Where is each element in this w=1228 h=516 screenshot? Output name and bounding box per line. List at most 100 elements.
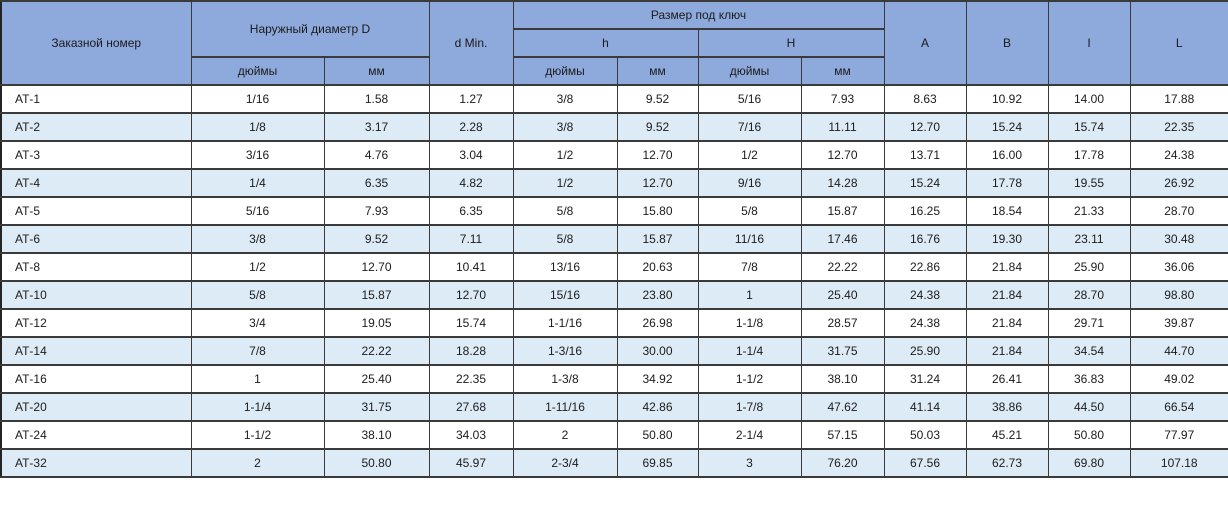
header-col-b: B bbox=[965, 0, 1049, 86]
value-cell: 1-1/16 bbox=[512, 308, 618, 338]
order-number-cell: АТ-6 bbox=[0, 224, 192, 254]
header-h-small-mm: мм bbox=[616, 56, 699, 86]
value-cell: 15/16 bbox=[512, 280, 618, 310]
order-number-cell: АТ-20 bbox=[0, 392, 192, 422]
value-cell: 24.38 bbox=[883, 308, 967, 338]
value-cell: 1/2 bbox=[697, 140, 802, 170]
order-number-cell: АТ-3 bbox=[0, 140, 192, 170]
value-cell: 15.87 bbox=[800, 196, 885, 226]
value-cell: 17.78 bbox=[965, 168, 1049, 198]
value-cell: 38.10 bbox=[323, 420, 430, 450]
value-cell: 2 bbox=[190, 448, 325, 478]
value-cell: 25.40 bbox=[323, 364, 430, 394]
value-cell: 25.40 bbox=[800, 280, 885, 310]
value-cell: 50.80 bbox=[323, 448, 430, 478]
value-cell: 42.86 bbox=[616, 392, 699, 422]
value-cell: 1.27 bbox=[428, 84, 514, 114]
value-cell: 1/4 bbox=[190, 168, 325, 198]
value-cell: 22.86 bbox=[883, 252, 967, 282]
table-row: АТ-4 1/4 6.35 4.82 1/2 12.70 9/16 14.28 15.24 17.… bbox=[0, 168, 1228, 198]
value-cell: 17.88 bbox=[1129, 84, 1228, 114]
value-cell: 44.70 bbox=[1129, 336, 1228, 366]
value-cell: 3.04 bbox=[428, 140, 514, 170]
value-cell: 5/8 bbox=[697, 196, 802, 226]
value-cell: 7/8 bbox=[697, 252, 802, 282]
header-order-number: Заказной номер bbox=[0, 0, 192, 86]
header-d-min: d Min. bbox=[428, 0, 514, 86]
value-cell: 22.35 bbox=[428, 364, 514, 394]
value-cell: 12.70 bbox=[616, 140, 699, 170]
table-row: АТ-24 1-1/2 38.10 34.03 2 50.80 2-1/4 57.15 50.0… bbox=[0, 420, 1228, 450]
table-header: Заказной номер Наружный диаметр D d Min.… bbox=[0, 0, 1228, 86]
header-h-big-mm: мм bbox=[800, 56, 885, 86]
order-number-cell: АТ-5 bbox=[0, 196, 192, 226]
value-cell: 19.05 bbox=[323, 308, 430, 338]
value-cell: 18.28 bbox=[428, 336, 514, 366]
value-cell: 24.38 bbox=[883, 280, 967, 310]
table-row: АТ-20 1-1/4 31.75 27.68 1-11/16 42.86 1-7/8 47.… bbox=[0, 392, 1228, 422]
value-cell: 30.00 bbox=[616, 336, 699, 366]
header-h-big-inches: дюймы bbox=[697, 56, 802, 86]
value-cell: 67.56 bbox=[883, 448, 967, 478]
value-cell: 21.84 bbox=[965, 280, 1049, 310]
value-cell: 23.11 bbox=[1047, 224, 1131, 254]
header-col-i: I bbox=[1047, 0, 1131, 86]
value-cell: 7/8 bbox=[190, 336, 325, 366]
value-cell: 5/16 bbox=[190, 196, 325, 226]
value-cell: 7.93 bbox=[323, 196, 430, 226]
value-cell: 34.92 bbox=[616, 364, 699, 394]
value-cell: 30.48 bbox=[1129, 224, 1228, 254]
order-number-cell: АТ-12 bbox=[0, 308, 192, 338]
value-cell: 12.70 bbox=[800, 140, 885, 170]
value-cell: 2-3/4 bbox=[512, 448, 618, 478]
table-row: АТ-10 5/8 15.87 12.70 15/16 23.80 1 25.40 24.38 2… bbox=[0, 280, 1228, 310]
header-col-l: L bbox=[1129, 0, 1228, 86]
value-cell: 15.87 bbox=[323, 280, 430, 310]
value-cell: 1/2 bbox=[512, 168, 618, 198]
value-cell: 1-7/8 bbox=[697, 392, 802, 422]
value-cell: 22.35 bbox=[1129, 112, 1228, 142]
value-cell: 50.80 bbox=[616, 420, 699, 450]
value-cell: 22.22 bbox=[800, 252, 885, 282]
value-cell: 34.03 bbox=[428, 420, 514, 450]
value-cell: 27.68 bbox=[428, 392, 514, 422]
value-cell: 4.76 bbox=[323, 140, 430, 170]
order-number-cell: АТ-14 bbox=[0, 336, 192, 366]
value-cell: 2 bbox=[512, 420, 618, 450]
value-cell: 9.52 bbox=[616, 112, 699, 142]
value-cell: 69.80 bbox=[1047, 448, 1131, 478]
value-cell: 45.97 bbox=[428, 448, 514, 478]
value-cell: 21.84 bbox=[965, 308, 1049, 338]
order-number-cell: АТ-16 bbox=[0, 364, 192, 394]
value-cell: 15.87 bbox=[616, 224, 699, 254]
order-number-cell: АТ-2 bbox=[0, 112, 192, 142]
value-cell: 1-11/16 bbox=[512, 392, 618, 422]
value-cell: 57.15 bbox=[800, 420, 885, 450]
table-row: АТ-5 5/16 7.93 6.35 5/8 15.80 5/8 15.87 16.25 18.… bbox=[0, 196, 1228, 226]
value-cell: 9.52 bbox=[323, 224, 430, 254]
value-cell: 66.54 bbox=[1129, 392, 1228, 422]
header-h-big: H bbox=[697, 28, 885, 58]
value-cell: 3/8 bbox=[512, 112, 618, 142]
order-number-cell: АТ-8 bbox=[0, 252, 192, 282]
table-row: АТ-8 1/2 12.70 10.41 13/16 20.63 7/8 22.22 22.86… bbox=[0, 252, 1228, 282]
value-cell: 17.46 bbox=[800, 224, 885, 254]
value-cell: 1-3/16 bbox=[512, 336, 618, 366]
value-cell: 13/16 bbox=[512, 252, 618, 282]
value-cell: 1 bbox=[697, 280, 802, 310]
table-body: АТ-1 1/16 1.58 1.27 3/8 9.52 5/16 7.93 8.63 10.92… bbox=[0, 84, 1228, 478]
order-number-cell: АТ-32 bbox=[0, 448, 192, 478]
value-cell: 38.86 bbox=[965, 392, 1049, 422]
fitting-dimensions-table-container: Заказной номер Наружный диаметр D d Min.… bbox=[0, 0, 1228, 478]
value-cell: 21.84 bbox=[965, 336, 1049, 366]
value-cell: 26.98 bbox=[616, 308, 699, 338]
value-cell: 28.70 bbox=[1047, 280, 1131, 310]
value-cell: 10.41 bbox=[428, 252, 514, 282]
value-cell: 31.75 bbox=[323, 392, 430, 422]
value-cell: 34.54 bbox=[1047, 336, 1131, 366]
value-cell: 5/8 bbox=[512, 224, 618, 254]
order-number-cell: АТ-10 bbox=[0, 280, 192, 310]
value-cell: 6.35 bbox=[428, 196, 514, 226]
value-cell: 47.62 bbox=[800, 392, 885, 422]
value-cell: 76.20 bbox=[800, 448, 885, 478]
